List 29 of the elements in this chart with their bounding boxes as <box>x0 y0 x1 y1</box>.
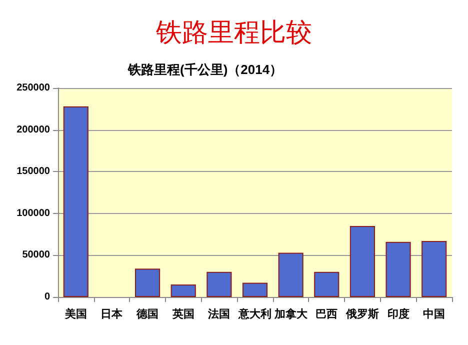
x-tick-label: 法国 <box>207 308 230 320</box>
bar <box>63 106 88 297</box>
x-tick-label: 印度 <box>387 308 410 320</box>
y-tick-label: 250000 <box>16 82 50 94</box>
y-tick-label: 150000 <box>16 166 50 178</box>
y-tick-label: 0 <box>44 292 50 302</box>
chart-title: 铁路里程比较 <box>155 17 312 47</box>
bar <box>242 282 268 297</box>
x-tick-label: 德国 <box>136 308 159 320</box>
x-tick-label: 俄罗斯 <box>344 308 379 320</box>
bar <box>314 272 340 297</box>
bar <box>170 284 196 297</box>
y-tick-label: 100000 <box>16 208 50 219</box>
y-tick-label: 50000 <box>22 250 50 261</box>
y-tick-label: 200000 <box>16 124 50 136</box>
x-tick-label: 意大利 <box>238 308 272 320</box>
bar <box>350 226 375 297</box>
bar <box>386 242 411 297</box>
x-tick-label: 加拿大 <box>273 308 308 320</box>
bar <box>278 252 304 297</box>
bar <box>135 268 160 297</box>
chart-subtitle: 铁路里程(千公里)（2014） <box>127 62 283 77</box>
x-tick-label: 英国 <box>171 308 194 320</box>
x-tick-label: 日本 <box>100 308 124 320</box>
bar <box>206 272 232 297</box>
bar <box>422 240 447 297</box>
x-tick-label: 美国 <box>64 308 87 320</box>
x-tick-label: 中国 <box>423 308 446 320</box>
x-tick-label: 巴西 <box>316 308 338 320</box>
